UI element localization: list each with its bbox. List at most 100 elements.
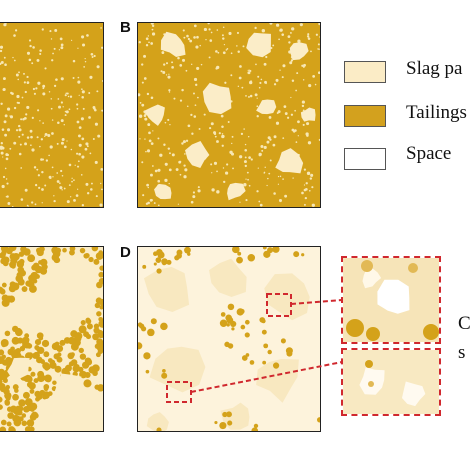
tailings-particle [33,378,39,384]
pore-speck [303,184,306,186]
slag-particle [300,107,316,122]
tailings-particle [78,347,84,354]
pore-speck [50,38,53,40]
pore-speck [3,56,6,59]
pore-speck [302,123,305,126]
pore-speck [184,168,188,172]
tailings-particle [47,391,53,396]
tailings-particle [69,249,75,256]
pore-speck [1,128,5,131]
pore-speck [49,145,53,149]
pore-speck [171,66,174,69]
pore-speck [100,27,102,29]
tailings-particle [227,303,235,311]
tailings-particle [0,289,6,295]
pore-speck [39,49,42,52]
pore-speck [238,76,242,80]
pore-speck [2,77,6,81]
pore-speck [67,95,70,98]
tailings-particle [0,382,6,390]
pore-speck [258,153,262,157]
pore-speck [84,60,87,63]
pore-speck [51,119,54,121]
pore-speck [249,94,253,98]
pore-speck [21,96,24,99]
tailings-particle [38,335,44,341]
pore-speck [314,83,317,86]
slag-particle [143,266,190,312]
pore-speck [282,64,286,68]
pore-speck [266,140,270,144]
pore-speck [224,81,227,84]
tailings-particle [184,247,191,254]
legend-label-space: Space [406,143,452,164]
pore-speck [312,74,316,78]
tailings-particle [0,373,3,381]
tailings-particle [0,349,5,356]
panel-d-texture [138,247,320,431]
pore-speck [153,202,156,204]
pore-speck [244,143,247,146]
pore-speck [66,200,70,204]
pore-speck [254,26,257,30]
tailings-particle [92,370,98,377]
pore-speck [306,171,311,176]
tailings-particle [42,362,50,370]
pore-speck [260,78,263,81]
tailings-particle [56,356,63,363]
pore-speck [73,179,75,181]
pore-speck [210,31,213,34]
pore-speck [265,55,268,59]
pore-speck [301,64,304,67]
pore-speck [315,33,318,36]
pore-speck [269,159,272,162]
tailings-particle [59,339,66,346]
pore-speck [76,120,80,124]
pore-speck [151,28,154,31]
tailings-particle [262,360,267,365]
pore-speck [185,139,189,142]
tailings-particle [10,427,16,431]
tailings-particle [244,332,250,338]
pore-speck [143,77,147,80]
pore-speck [145,44,149,47]
pore-speck [167,75,171,79]
tailings-particle [41,339,50,348]
pore-speck [81,204,85,207]
pore-speck [317,43,320,46]
pore-speck [307,37,311,40]
pore-speck [86,192,90,195]
pore-speck [78,134,81,138]
pore-speck [162,71,166,74]
pore-speck [139,138,141,140]
pore-speck [141,63,144,66]
pore-speck [91,56,94,58]
tailings-particle [28,285,37,293]
tailings-particle [0,339,9,347]
pore-speck [186,34,189,38]
pore-speck [148,41,150,44]
pore-speck [27,82,29,84]
pore-speck [101,46,103,49]
pore-speck [301,191,304,195]
pore-speck [190,200,194,204]
pore-speck [194,104,197,107]
pore-speck [37,81,41,85]
pore-speck [142,194,145,197]
tailings-particle [9,247,17,252]
pore-speck [44,133,48,136]
pore-speck [169,152,171,155]
pore-speck [311,203,315,207]
tailings-particle [28,382,36,390]
pore-speck [297,120,300,124]
pore-speck [17,101,20,105]
pore-speck [279,175,282,178]
pore-speck [248,156,251,159]
pore-speck [223,180,226,184]
pore-speck [311,186,314,189]
pore-speck [146,149,151,153]
pore-speck [306,122,310,126]
panel-b-texture [138,23,320,207]
pore-speck [141,161,144,164]
pore-speck [94,160,98,164]
